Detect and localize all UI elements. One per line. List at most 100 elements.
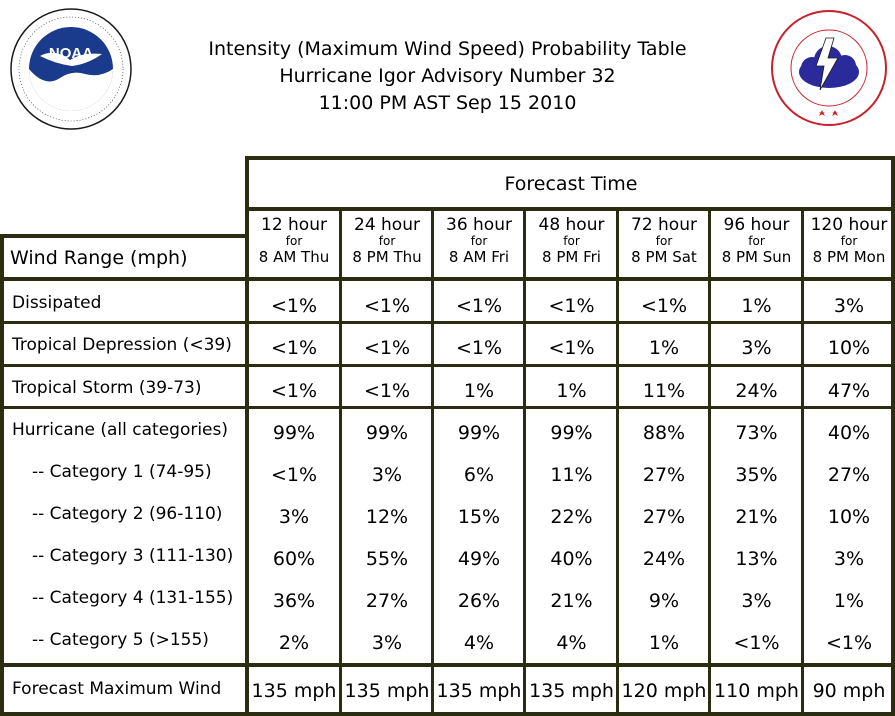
table-border bbox=[245, 156, 249, 716]
probability-cell: 2% bbox=[278, 632, 310, 654]
probability-cell: 1% bbox=[648, 632, 680, 654]
probability-cell: <1% bbox=[548, 337, 595, 359]
probability-cell: 73% bbox=[735, 422, 778, 444]
row-label: -- Category 2 (96-110) bbox=[32, 504, 223, 524]
probability-cell: 1% bbox=[648, 337, 680, 359]
probability-cell: 4% bbox=[556, 632, 587, 654]
probability-cell: 40% bbox=[827, 422, 871, 444]
probability-cell: 49% bbox=[457, 548, 501, 570]
column-for: for bbox=[748, 234, 765, 248]
column-day: 8 PM Sun bbox=[721, 248, 792, 266]
column-day: 8 PM Sat bbox=[631, 248, 697, 266]
probability-cell: 3% bbox=[278, 506, 310, 528]
probability-cell: 10% bbox=[827, 506, 871, 528]
probability-cell: 55% bbox=[365, 548, 409, 570]
max-wind-cell: 120 mph bbox=[621, 679, 707, 702]
table-border bbox=[0, 277, 895, 281]
column-for: for bbox=[285, 234, 303, 248]
column-header: 120 hour for 8 PM Mon bbox=[805, 215, 893, 266]
probability-cell: 3% bbox=[833, 548, 865, 570]
probability-cell: <1% bbox=[363, 380, 411, 402]
probability-cell: 4% bbox=[463, 632, 495, 654]
row-divider bbox=[0, 364, 895, 367]
forecast-time-header: Forecast Time bbox=[504, 172, 638, 195]
probability-cell: 27% bbox=[365, 590, 409, 612]
column-day: 8 PM Thu bbox=[352, 248, 422, 266]
column-header: 36 hour for 8 AM Fri bbox=[435, 215, 523, 266]
probability-cell: 10% bbox=[827, 337, 871, 359]
column-hour: 120 hour bbox=[810, 215, 888, 235]
probability-cell: 35% bbox=[735, 464, 778, 486]
column-header: 24 hour for 8 PM Thu bbox=[343, 215, 431, 266]
probability-cell: <1% bbox=[270, 337, 318, 359]
probability-cell: 3% bbox=[741, 337, 772, 359]
probability-cell: 27% bbox=[642, 464, 686, 486]
probability-cell: 47% bbox=[827, 380, 871, 402]
column-for: for bbox=[840, 234, 858, 248]
max-wind-cell: 135 mph bbox=[529, 679, 614, 702]
column-hour: 48 hour bbox=[538, 215, 605, 235]
probability-cell: 15% bbox=[457, 506, 501, 528]
column-divider bbox=[616, 207, 619, 716]
probability-cell: 11% bbox=[550, 464, 593, 486]
probability-cell: 13% bbox=[735, 548, 778, 570]
column-hour: 72 hour bbox=[631, 215, 697, 235]
probability-cell: 99% bbox=[365, 422, 409, 444]
column-divider bbox=[708, 207, 711, 716]
row-label: Tropical Depression (<39) bbox=[12, 335, 232, 355]
table-border bbox=[0, 234, 245, 238]
column-day: 8 PM Mon bbox=[812, 248, 886, 266]
probability-cell: 9% bbox=[648, 590, 680, 612]
probability-cell: 99% bbox=[550, 422, 593, 444]
page-title: Intensity (Maximum Wind Speed) Probabili… bbox=[208, 38, 687, 60]
column-divider bbox=[431, 207, 434, 716]
probability-cell: <1% bbox=[548, 295, 595, 317]
wind-range-label: Wind Range (mph) bbox=[10, 247, 188, 269]
column-for: for bbox=[470, 234, 488, 248]
column-header: 72 hour for 8 PM Sat bbox=[620, 215, 708, 266]
row-label: Dissipated bbox=[12, 293, 102, 313]
row-label: -- Category 3 (111-130) bbox=[32, 546, 234, 566]
probability-cell: 1% bbox=[741, 295, 772, 317]
max-wind-cell: 135 mph bbox=[251, 679, 337, 702]
table-border bbox=[0, 234, 4, 716]
probability-cell: <1% bbox=[363, 295, 411, 317]
max-wind-cell: 135 mph bbox=[344, 679, 430, 702]
max-wind-cell: 135 mph bbox=[436, 679, 522, 702]
nws-logo bbox=[771, 10, 887, 126]
row-label: Tropical Storm (39-73) bbox=[12, 378, 202, 398]
table-border bbox=[0, 663, 895, 667]
probability-cell: 99% bbox=[272, 422, 316, 444]
table-border bbox=[0, 712, 895, 716]
probability-cell: 3% bbox=[371, 632, 403, 654]
column-header: 96 hour for 8 PM Sun bbox=[712, 215, 801, 266]
column-for: for bbox=[378, 234, 396, 248]
column-day: 8 AM Fri bbox=[448, 248, 510, 266]
probability-cell: 3% bbox=[741, 590, 772, 612]
probability-cell: 36% bbox=[272, 590, 316, 612]
page-header: NOAA Intensity (Maximum Wind Speed) Prob… bbox=[0, 0, 895, 150]
probability-cell: <1% bbox=[455, 337, 503, 359]
row-divider bbox=[0, 321, 895, 324]
probability-cell: 3% bbox=[371, 464, 403, 486]
probability-cell: 22% bbox=[550, 506, 593, 528]
max-wind-cell: 90 mph bbox=[812, 679, 886, 702]
probability-cell: 26% bbox=[457, 590, 501, 612]
probability-cell: <1% bbox=[455, 295, 503, 317]
probability-cell: <1% bbox=[825, 632, 873, 654]
probability-cell: 40% bbox=[550, 548, 593, 570]
advisory-title: Hurricane Igor Advisory Number 32 bbox=[279, 65, 616, 87]
advisory-time: 11:00 PM AST Sep 15 2010 bbox=[318, 92, 577, 114]
column-hour: 24 hour bbox=[354, 215, 420, 235]
probability-cell: 11% bbox=[642, 380, 686, 402]
probability-cell: 88% bbox=[642, 422, 686, 444]
probability-cell: 24% bbox=[642, 548, 686, 570]
probability-cell: 24% bbox=[735, 380, 778, 402]
row-divider bbox=[0, 406, 895, 409]
probability-cell: 21% bbox=[550, 590, 593, 612]
column-for: for bbox=[563, 234, 580, 248]
title-block: Intensity (Maximum Wind Speed) Probabili… bbox=[150, 36, 745, 117]
probability-cell: 6% bbox=[463, 464, 495, 486]
probability-cell: <1% bbox=[270, 295, 318, 317]
probability-cell: 27% bbox=[827, 464, 871, 486]
